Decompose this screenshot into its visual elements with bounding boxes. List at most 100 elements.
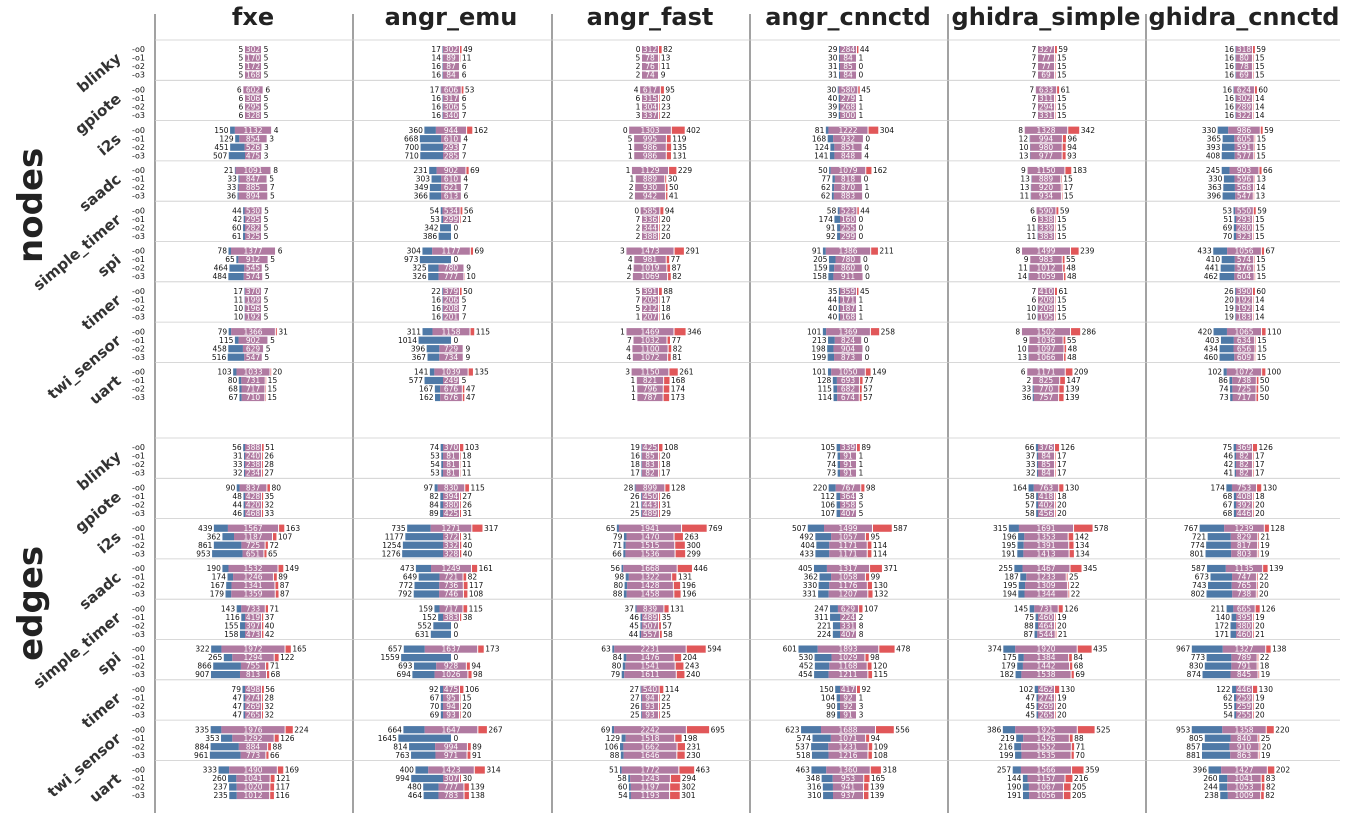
value-label-left: 721 [1192,532,1207,541]
value-label-right: 6 [462,94,467,103]
opt-level-label: -o3 [132,393,145,402]
bar-left-edges-gpiote-fxe--o3 [243,509,245,517]
bar-mid-nodes-timer-angr_emu--o3 [443,313,459,321]
value-label-left: 54 [430,460,440,469]
bar-mid-nodes-twi_sensor-fxe--o3 [244,353,262,361]
bar-mid-edges-spi-ghidra_simple--o3 [1021,671,1071,679]
value-label-mid: 317 [444,94,459,103]
value-label-mid: 1294 [243,653,262,662]
bar-mid-edges-simple_timer-ghidra_cnnctd--o3 [1236,630,1252,638]
value-label-left: 311 [407,327,422,336]
bar-left-nodes-i2s-fxe--o3 [228,152,245,160]
value-label-left: 13 [1017,353,1027,362]
value-label-right: 0 [864,175,869,184]
value-label-left: 577 [409,376,424,385]
value-label-mid: 1646 [640,751,659,760]
value-label-right: 4 [463,175,468,184]
value-label-mid: 196 [246,304,261,313]
bar-left-edges-uart-angr_cnnctd--o0 [811,766,827,774]
value-label-mid: 192 [1237,304,1252,313]
value-label-left: 773 [1191,653,1206,662]
bar-mid-edges-spi-angr_emu--o3 [434,671,468,679]
value-label-right: 60 [1256,287,1266,296]
bar-right-nodes-timer-angr_cnnctd--o0 [857,287,859,295]
value-label-mid: 845 [1237,670,1252,679]
value-label-mid: 81 [446,460,456,469]
value-label-right: 20 [1259,581,1269,590]
value-label-right: 216 [1074,774,1089,783]
value-label-mid: 1772 [640,766,659,775]
value-label-left: 3 [620,247,625,256]
value-label-mid: 848 [841,151,856,160]
bar-right-nodes-gpiote-angr_fast--o1 [659,94,660,102]
bar-left-nodes-timer-angr_emu--o3 [442,313,443,321]
bar-mid-nodes-saadc-ghidra_cnnctd--o3 [1235,192,1253,200]
program-label-timer: timer [78,291,125,334]
value-label-right: 110 [1267,327,1282,336]
value-label-left: 164 [1013,484,1028,493]
bar-left-edges-spi-angr_emu--o0 [403,645,425,653]
value-label-right: 371 [883,564,898,573]
bar-left-edges-simple_timer-angr_cnnctd--o2 [832,622,840,630]
value-label-right: 95 [870,532,880,541]
value-label-left: 47 [232,711,242,720]
value-label-right: 5 [264,296,269,305]
bar-mid-nodes-i2s-angr_cnnctd--o1 [833,135,863,143]
opt-level-label: -o3 [132,111,145,120]
bar-mid-edges-timer-fxe--o3 [245,711,261,719]
opt-level-label: -o2 [132,460,145,469]
value-label-mid: 507 [643,621,658,630]
value-label-right: 94 [665,206,675,215]
value-label-right: 22 [1260,653,1270,662]
value-label-mid: 1359 [243,590,262,599]
bar-left-nodes-i2s-angr_emu--o1 [419,135,442,143]
value-label-left: 77 [826,452,836,461]
value-label-right: 126 [280,734,295,743]
bar-left-edges-timer-angr_cnnctd--o0 [835,685,840,693]
value-label-mid: 300 [841,111,856,120]
value-label-left: 107 [821,509,836,518]
opt-level-label: -o2 [132,702,145,711]
bar-mid-edges-gpiote-angr_cnnctd--o1 [840,492,856,500]
value-label-left: 1276 [382,549,401,558]
bar-mid-nodes-twi_sensor-angr_fast--o1 [633,336,667,344]
value-label-mid: 734 [444,353,459,362]
bar-mid-nodes-timer-angr_cnnctd--o3 [840,313,856,321]
bar-mid-edges-uart-angr_cnnctd--o3 [833,791,863,800]
value-label-right: 115 [470,484,485,493]
value-label-right: 20 [661,452,671,461]
bar-left-edges-uart-angr_emu--o3 [423,791,439,800]
value-label-right: 17 [661,296,671,305]
value-label-left: 4 [634,86,639,95]
value-label-right: 15 [1057,313,1067,322]
value-label-mid: 738 [1237,590,1252,599]
bar-right-edges-uart-angr_fast--o2 [670,783,680,791]
bar-mid-edges-simple_timer-angr_cnnctd--o1 [840,613,856,621]
value-label-mid: 418 [1039,492,1054,501]
value-label-right: 7 [264,287,269,296]
bar-mid-edges-saadc-fxe--o2 [231,581,275,590]
bar-left-edges-timer-ghidra_cnnctd--o0 [1232,685,1236,693]
value-label-mid: 199 [246,296,261,305]
bar-right-edges-saadc-angr_cnnctd--o3 [868,590,873,598]
value-label-right: 769 [708,524,723,533]
value-label-left: 303 [416,175,431,184]
bar-left-nodes-timer-ghidra_cnnctd--o2 [1235,304,1236,312]
value-label-left: 74 [1219,385,1229,394]
bar-right-nodes-twi_sensor-angr_fast--o0 [674,328,686,336]
value-label-right: 7 [464,183,469,192]
bar-left-edges-blinky-fxe--o2 [243,461,245,469]
value-label-left: 5 [239,62,244,71]
bar-left-edges-timer-fxe--o3 [243,711,245,719]
value-label-right: 19 [1261,670,1271,679]
value-label-left: 128 [817,376,832,385]
bar-left-nodes-uart-angr_cnnctd--o1 [832,376,837,385]
bar-right-nodes-uart-fxe--o0 [270,368,272,376]
value-label-right: 17 [1057,469,1067,478]
value-label-right: 56 [464,206,474,215]
bar-mid-edges-timer-angr_fast--o2 [642,702,658,710]
bar-mid-edges-timer-angr_cnnctd--o3 [840,711,856,719]
value-label-left: 552 [418,621,433,630]
bar-mid-edges-spi-ghidra_cnnctd--o3 [1230,671,1258,679]
value-label-mid: 885 [246,183,261,192]
